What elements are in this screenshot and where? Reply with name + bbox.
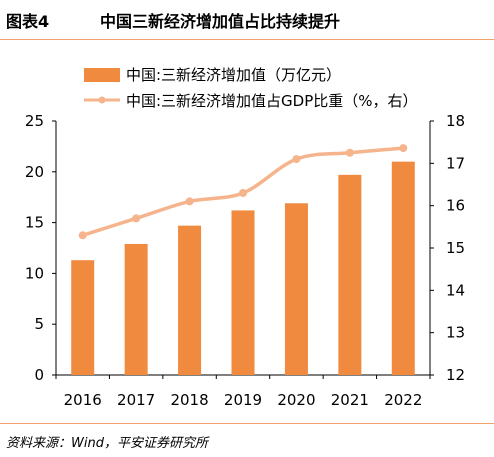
legend-line-label: 中国:三新经济增加值占GDP比重（%，右） [126,92,418,110]
bar [124,243,148,375]
y-left-tick-label: 5 [34,315,44,333]
x-tick-label: 2018 [170,391,208,409]
x-tick-label: 2020 [277,391,315,409]
x-tick-label: 2019 [224,391,262,409]
bar [284,203,308,375]
bar [178,225,202,375]
chart: 中国:三新经济增加值（万亿元） 中国:三新经济增加值占GDP比重（%，右） 0 5… [25,66,465,409]
bar [338,174,362,375]
figure-header: 图表4 中国三新经济增加值占比持续提升 [0,0,494,40]
y-right-tick-label: 16 [446,197,465,215]
legend-line-marker [98,96,106,104]
y-right-tick-label: 15 [446,239,465,257]
x-tick-label: 2021 [331,391,369,409]
x-tick-label: 2022 [384,391,422,409]
y-right-tick-label: 12 [446,366,465,384]
share-point [78,231,87,240]
y-left-tick-label: 15 [25,214,44,232]
y-left-tick-label: 10 [25,264,44,282]
share-point [132,214,141,223]
share-point [345,148,354,157]
share-point [185,197,194,206]
legend-bar-swatch [84,68,120,82]
x-tick-label: 2017 [117,391,155,409]
plot-area: 0 5 10 15 20 25 12 13 14 15 16 17 18 2016 2017 2018 2019… [25,112,465,409]
figure-label: 图表4 [6,12,50,31]
y-left-tick-label: 25 [25,112,44,130]
source-note: 资料来源：Wind，平安证券研究所 [6,436,208,451]
y-left-tick-label: 0 [34,366,44,384]
share-point [399,144,408,153]
bar [391,161,415,375]
share-point [292,155,301,164]
y-right-tick-label: 14 [446,281,465,299]
y-right-tick-label: 17 [446,154,465,172]
figure-footer: 资料来源：Wind，平安证券研究所 [0,423,494,457]
bar [231,210,255,375]
legend-bar-label: 中国:三新经济增加值（万亿元） [126,66,341,84]
y-left-tick-label: 20 [25,163,44,181]
x-tick-label: 2016 [64,391,102,409]
bar [71,260,95,375]
legend: 中国:三新经济增加值（万亿元） 中国:三新经济增加值占GDP比重（%，右） [84,66,418,110]
share-point [239,188,247,197]
figure-title: 中国三新经济增加值占比持续提升 [100,12,341,31]
y-right-tick-label: 18 [446,112,465,130]
y-right-tick-label: 13 [446,324,465,342]
